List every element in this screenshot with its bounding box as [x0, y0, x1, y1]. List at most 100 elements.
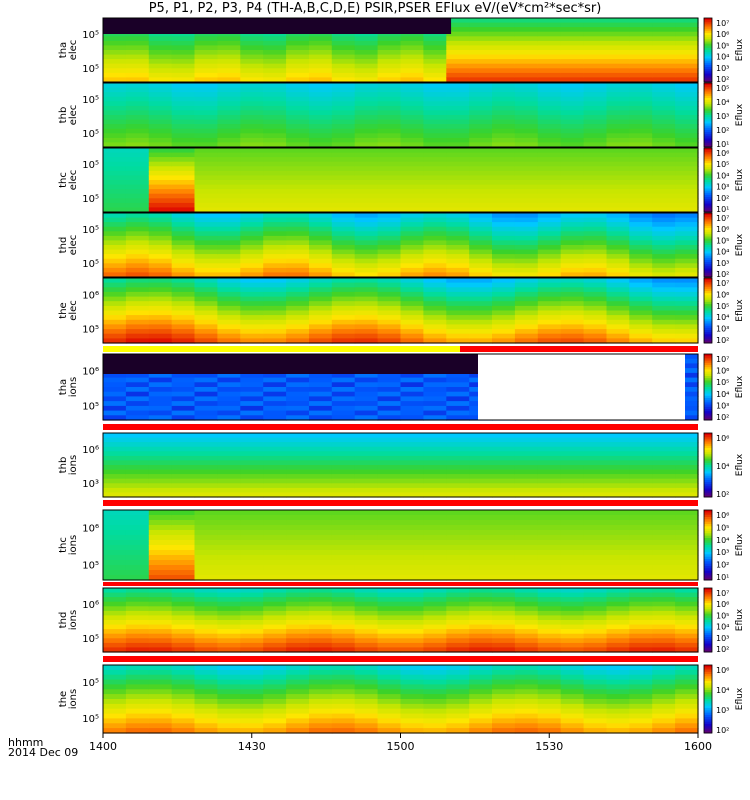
- heatmap-cell: [354, 119, 379, 125]
- heatmap-cell: [423, 396, 447, 402]
- heatmap-cell: [354, 713, 379, 720]
- heatmap-cell: [446, 728, 470, 734]
- heatmap-cell: [537, 319, 562, 325]
- heatmap-cell: [263, 170, 287, 177]
- heatmap-cell: [148, 296, 173, 302]
- heatmap-cell: [171, 231, 196, 237]
- heatmap-cell: [537, 245, 562, 251]
- heatmap-cell: [537, 629, 562, 635]
- heatmap-cell: [194, 202, 218, 209]
- heatmap-cell: [263, 45, 287, 51]
- heatmap-cell: [629, 258, 653, 264]
- heatmap-cell: [103, 665, 127, 671]
- heatmap-cell: [583, 699, 608, 705]
- heatmap-cell: [148, 474, 173, 480]
- heatmap-cell: [652, 478, 676, 484]
- heatmap-cell: [194, 575, 218, 581]
- heatmap-cell: [286, 723, 310, 729]
- colorbar-label: Eflux: [735, 453, 745, 476]
- heatmap-cell: [583, 105, 608, 112]
- heatmap-cell: [400, 624, 424, 630]
- colorbar-step: [704, 221, 712, 225]
- heatmap-cell: [469, 694, 493, 700]
- heatmap-cell: [492, 207, 516, 213]
- heatmap-cell: [675, 45, 699, 51]
- heatmap-cell: [194, 193, 218, 199]
- colorbar-step: [704, 477, 712, 481]
- heatmap-cell: [103, 50, 127, 56]
- heatmap-cell: [537, 77, 562, 83]
- heatmap-cell: [652, 72, 676, 79]
- heatmap-cell: [171, 338, 196, 344]
- heatmap-cell: [331, 319, 356, 325]
- heatmap-cell: [606, 684, 630, 690]
- heatmap-cell: [263, 152, 287, 158]
- heatmap-cell: [606, 124, 630, 130]
- heatmap-cell: [469, 291, 493, 298]
- heatmap-cell: [103, 207, 127, 213]
- heatmap-cell: [217, 601, 241, 607]
- ytick-label: 10⁶: [82, 600, 99, 611]
- heatmap-cell: [377, 669, 402, 676]
- heatmap-cell: [263, 633, 287, 639]
- heatmap-cell: [446, 601, 470, 607]
- heatmap-cell: [194, 175, 218, 181]
- heatmap-cell: [125, 63, 150, 69]
- heatmap-cell: [331, 674, 356, 681]
- heatmap-cell: [469, 433, 493, 439]
- heatmap-cell: [675, 624, 699, 630]
- heatmap-cell: [171, 679, 196, 686]
- heatmap-cell: [309, 478, 333, 484]
- heatmap-cell: [286, 96, 310, 102]
- heatmap-cell: [263, 36, 287, 42]
- heatmap-cell: [560, 142, 585, 148]
- heatmap-cell: [629, 515, 653, 521]
- heatmap-cell: [675, 310, 699, 316]
- heatmap-cell: [675, 703, 699, 710]
- heatmap-cell: [652, 629, 676, 635]
- heatmap-cell: [423, 170, 447, 177]
- heatmap-cell: [354, 40, 379, 47]
- colorbar-step: [704, 358, 712, 362]
- colorbar-step: [704, 391, 712, 395]
- heatmap-cell: [606, 254, 630, 260]
- heatmap-cell: [171, 530, 196, 536]
- heatmap-cell: [629, 278, 653, 284]
- heatmap-cell: [217, 520, 241, 526]
- flag-bar-red: [103, 582, 698, 586]
- colorbar-step: [704, 617, 712, 621]
- heatmap-cell: [286, 83, 310, 89]
- heatmap-cell: [629, 175, 653, 181]
- heatmap-cell: [652, 669, 676, 676]
- heatmap-cell: [514, 40, 539, 47]
- heatmap-cell: [377, 282, 402, 288]
- heatmap-cell: [492, 597, 516, 603]
- heatmap-cell: [377, 31, 402, 37]
- heatmap-cell: [400, 455, 424, 462]
- heatmap-cell: [423, 597, 447, 603]
- heatmap-cell: [423, 601, 447, 607]
- heatmap-cell: [514, 36, 539, 42]
- heatmap-cell: [423, 263, 447, 269]
- heatmap-cell: [446, 170, 470, 177]
- heatmap-cell: [148, 338, 173, 344]
- heatmap-cell: [492, 515, 516, 521]
- heatmap-cell: [148, 40, 173, 47]
- heatmap-cell: [125, 310, 150, 316]
- heatmap-cell: [194, 674, 218, 681]
- heatmap-cell: [309, 36, 333, 42]
- colorbar-step: [704, 563, 712, 567]
- heatmap-cell: [331, 647, 356, 653]
- heatmap-cell: [148, 665, 173, 671]
- heatmap-cell: [263, 96, 287, 102]
- heatmap-cell: [194, 713, 218, 720]
- heatmap-cell: [377, 405, 402, 412]
- heatmap-cell: [652, 240, 676, 246]
- heatmap-cell: [148, 72, 173, 79]
- heatmap-cell: [629, 310, 653, 316]
- heatmap-cell: [492, 319, 516, 325]
- heatmap-cell: [423, 560, 447, 566]
- heatmap-cell: [125, 560, 150, 566]
